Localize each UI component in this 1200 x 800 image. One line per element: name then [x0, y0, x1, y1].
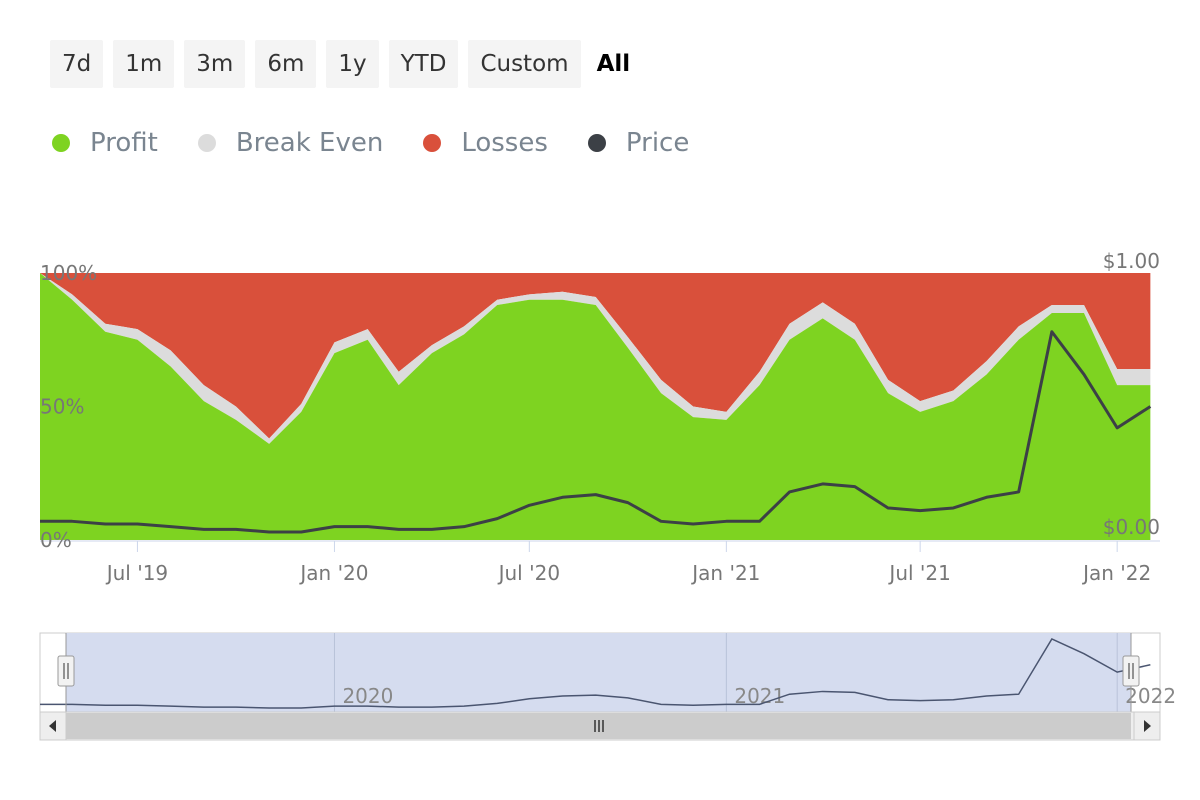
losses-area — [40, 273, 1151, 439]
y-left-tick-label: 0% — [40, 528, 72, 552]
navigator: 2020 2021 2022 — [39, 632, 1176, 741]
x-tick-label: Jan '22 — [1081, 561, 1151, 585]
legend-item-profit[interactable]: Profit — [52, 128, 158, 158]
range-button-custom[interactable]: Custom — [468, 40, 581, 88]
range-button-all[interactable]: All — [591, 40, 637, 88]
range-button-6m[interactable]: 6m — [255, 40, 317, 88]
navigator-label: 2022 — [1125, 684, 1176, 708]
price-line — [40, 330, 1152, 534]
legend-item-price[interactable]: Price — [587, 128, 690, 158]
x-tick-label: Jan '20 — [298, 561, 368, 585]
scroll-right-button[interactable] — [1133, 711, 1161, 741]
legend-item-break-even[interactable]: Break Even — [197, 128, 384, 158]
y-right-tick-label: $1.00 — [1103, 249, 1160, 273]
x-tick-label: Jul '21 — [887, 561, 950, 585]
legend-item-losses[interactable]: Losses — [423, 128, 548, 158]
legend-dot-break-even — [197, 134, 216, 152]
range-button-3m[interactable]: 3m — [184, 40, 246, 88]
legend: Profit Break Even Losses Price — [52, 128, 689, 158]
arrow-right-icon — [1144, 720, 1151, 732]
legend-label-price: Price — [625, 128, 690, 158]
legend-label-losses: Losses — [461, 128, 548, 158]
range-button-ytd[interactable]: YTD — [388, 40, 459, 88]
x-tick-label: Jul '19 — [105, 561, 168, 585]
plot-area: Jul '19 Jan '20 Jul '20 Jan '21 Jul '21 Jan '… — [40, 249, 1160, 585]
x-tick-label: Jul '20 — [497, 561, 560, 585]
navigator-handle-left[interactable] — [57, 655, 75, 687]
navigator-label: 2020 — [342, 684, 393, 708]
y-left-tick-label: 100% — [40, 261, 97, 285]
y-right-tick-label: $0.00 — [1103, 515, 1160, 539]
x-tick-label: Jan '21 — [690, 561, 760, 585]
y-left-tick-label: 50% — [40, 395, 84, 419]
range-button-7d[interactable]: 7d — [50, 40, 104, 88]
area-series — [40, 273, 1152, 540]
legend-dot-losses — [423, 134, 442, 152]
navigator-selection[interactable] — [66, 633, 1131, 712]
legend-dot-profit — [52, 134, 70, 152]
navigator-handle-right[interactable] — [1122, 655, 1140, 687]
range-button-1y[interactable]: 1y — [326, 40, 379, 88]
arrow-left-icon — [49, 720, 56, 732]
grip-icon — [594, 720, 604, 732]
profit-area — [40, 273, 1151, 540]
range-selector: 7d 1m 3m 6m 1y YTD Custom All — [50, 40, 636, 88]
navigator-series — [40, 638, 1151, 709]
range-button-1m[interactable]: 1m — [113, 40, 175, 88]
legend-label-profit: Profit — [90, 128, 158, 158]
legend-dot-price — [587, 134, 606, 152]
legend-label-break-even: Break Even — [235, 128, 384, 158]
